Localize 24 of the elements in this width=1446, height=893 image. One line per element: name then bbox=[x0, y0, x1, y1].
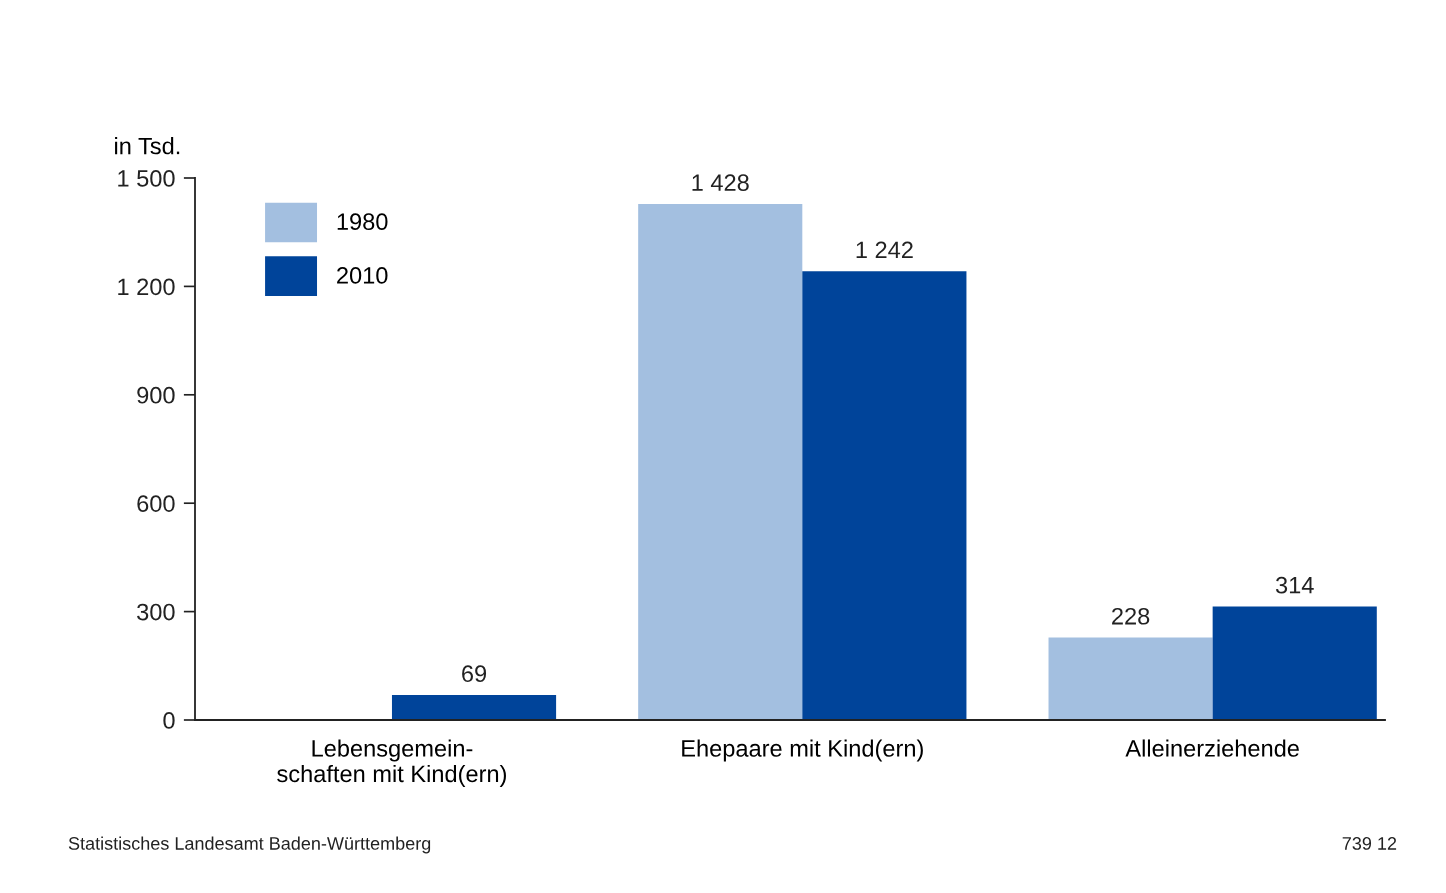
bar bbox=[1212, 606, 1377, 720]
bar bbox=[1048, 637, 1213, 720]
data-label: 1 428 bbox=[692, 174, 749, 192]
data-label: 228 bbox=[1112, 607, 1150, 625]
bar bbox=[391, 695, 557, 720]
y-tick-label: 900 bbox=[137, 386, 175, 404]
y-axis-title: in Tsd. bbox=[115, 137, 180, 155]
data-label: 69 bbox=[462, 665, 487, 683]
y-tick-label: 300 bbox=[137, 603, 175, 621]
x-tick-label: Alleinerziehende bbox=[1125, 739, 1299, 757]
text: Statistisches Landesamt Baden-Württemberg bbox=[68, 836, 431, 854]
y-tick-label: 600 bbox=[137, 495, 175, 512]
bar bbox=[638, 204, 803, 720]
data-label: 1 242 bbox=[856, 241, 913, 258]
y-tick-label: 0 bbox=[163, 712, 175, 729]
bar bbox=[802, 271, 967, 720]
x-tick-label: Ehepaare mit Kind(ern) bbox=[682, 739, 923, 762]
data-label: 314 bbox=[1275, 576, 1314, 594]
legend-label: 1980 bbox=[337, 213, 388, 231]
text: 739 12 bbox=[1342, 837, 1397, 850]
legend-label: 2010 bbox=[337, 267, 388, 284]
x-tick-label: Lebensgemein- schaften mit Kind(ern) bbox=[277, 739, 506, 787]
y-tick-label: 1 200 bbox=[118, 278, 175, 296]
y-tick-label: 1 500 bbox=[118, 170, 175, 187]
